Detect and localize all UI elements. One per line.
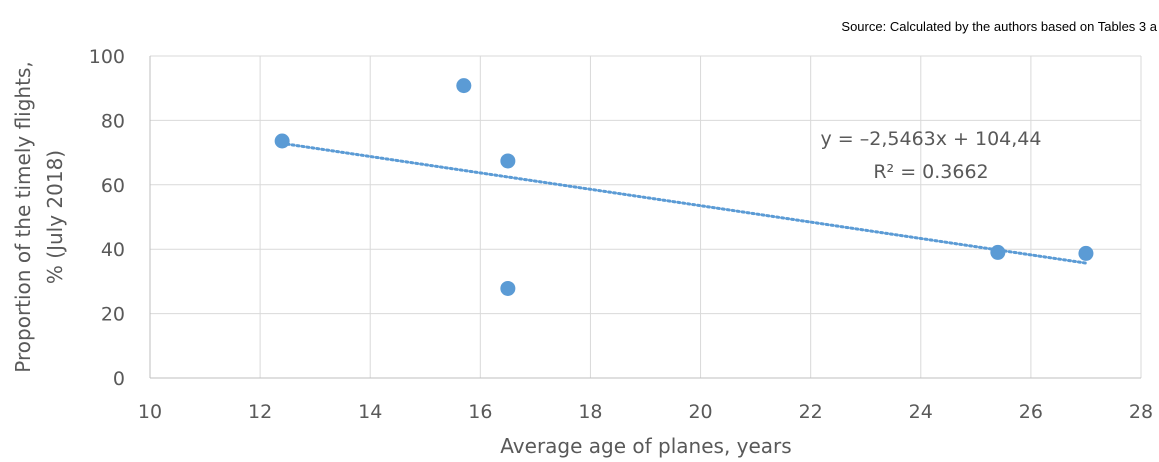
- data-point: [500, 280, 516, 296]
- y-axis-title-line: % (July 2018): [43, 150, 67, 284]
- data-point: [274, 133, 290, 149]
- source-note: Source: Calculated by the authors based …: [841, 19, 1157, 34]
- x-tick-label: 10: [138, 401, 162, 423]
- x-tick-label: 20: [688, 401, 712, 423]
- tick-labels: 10 12 14 16 18 20 22 24 26 28 0 20 40 60 80 100: [89, 46, 1153, 423]
- data-point: [990, 244, 1006, 260]
- trendline-r-squared: R² = 0.3662: [873, 161, 988, 183]
- data-point: [500, 153, 516, 169]
- y-tick-label: 40: [101, 239, 125, 261]
- x-tick-label: 24: [909, 401, 933, 423]
- x-tick-label: 26: [1019, 401, 1043, 423]
- trendline-layer: [280, 141, 1088, 265]
- y-tick-label: 0: [113, 368, 125, 390]
- y-axis-title-line: Proportion of the timely flights,: [11, 61, 35, 372]
- x-tick-label: 18: [578, 401, 602, 423]
- trendline-equation: y = –2,5463x + 104,44: [821, 128, 1042, 150]
- y-tick-label: 60: [101, 175, 125, 197]
- y-tick-label: 80: [101, 110, 125, 132]
- y-axis-title: Proportion of the timely flights, % (July…: [11, 61, 67, 372]
- axes: [149, 56, 1141, 379]
- gridlines: [150, 55, 1142, 378]
- x-tick-label: 28: [1129, 401, 1153, 423]
- data-point: [1078, 245, 1094, 261]
- x-tick-label: 22: [799, 401, 823, 423]
- data-point: [456, 78, 472, 94]
- x-tick-label: 14: [358, 401, 382, 423]
- x-tick-label: 12: [248, 401, 272, 423]
- x-tick-label: 16: [468, 401, 492, 423]
- y-tick-label: 20: [101, 304, 125, 326]
- x-axis-title: Average age of planes, years: [500, 434, 791, 458]
- linear-trendline: [280, 141, 1088, 265]
- data-points: [274, 78, 1094, 296]
- y-tick-label: 100: [89, 46, 125, 68]
